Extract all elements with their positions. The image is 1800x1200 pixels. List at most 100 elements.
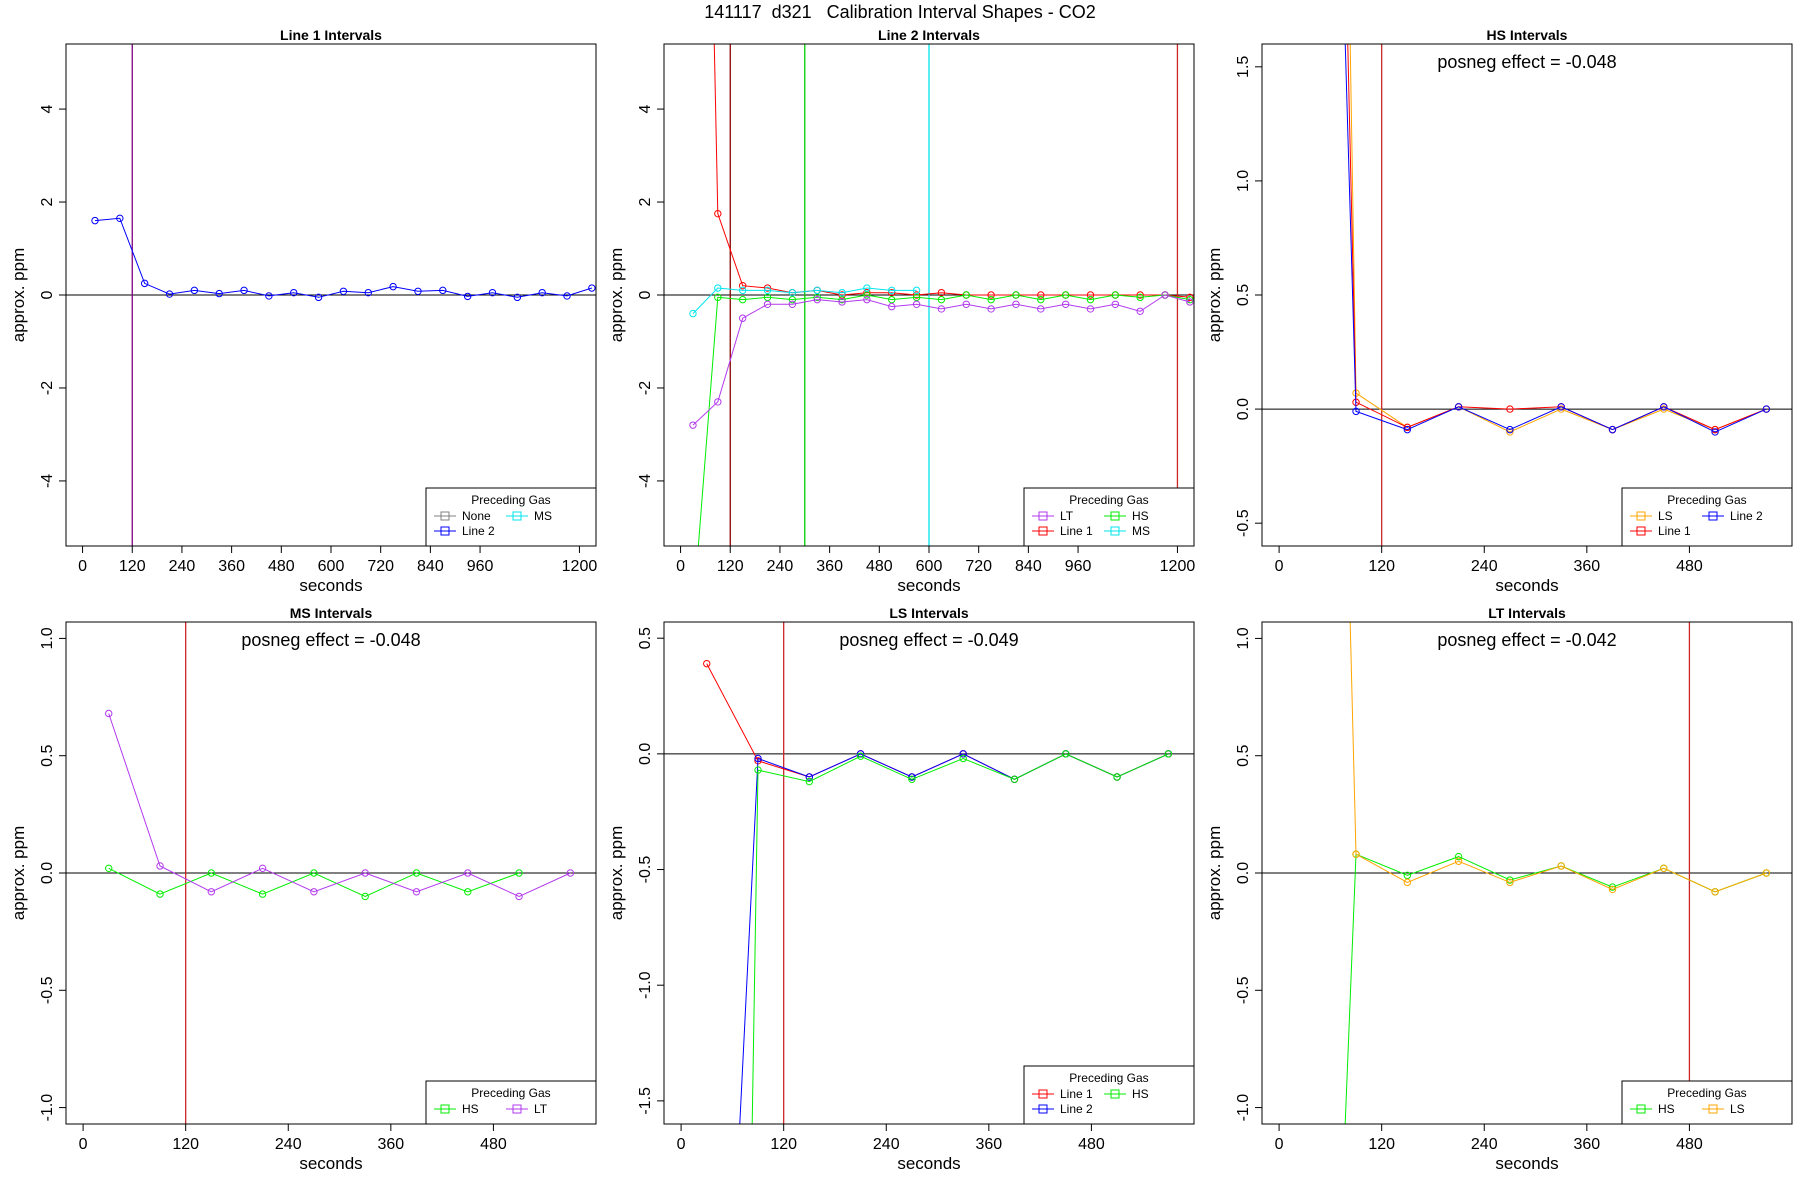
legend-entry-label: Line 1	[1658, 524, 1691, 538]
series-line-lt	[692, 294, 1191, 426]
y-tick-label: 1.5	[1235, 56, 1252, 78]
data-point	[908, 773, 916, 781]
data-point	[738, 286, 747, 295]
data-point	[788, 295, 797, 304]
data-point	[838, 288, 846, 297]
x-tick-label: 240	[169, 558, 196, 575]
data-point	[1186, 295, 1194, 304]
legend-box	[1621, 1080, 1793, 1125]
y-tick-label: -1.0	[1235, 1094, 1252, 1122]
data-point	[1711, 888, 1719, 896]
x-axis-label: seconds	[897, 1154, 960, 1173]
series-line-ms	[692, 287, 917, 314]
legend-entry-label: Line 1	[1060, 1087, 1093, 1101]
data-point	[105, 709, 113, 718]
data-point	[1403, 425, 1412, 434]
data-point	[1061, 291, 1070, 299]
plot-area	[66, 44, 596, 546]
data-point	[1161, 291, 1169, 299]
x-tick-label: 720	[367, 558, 394, 575]
y-tick-label: 1.0	[1235, 627, 1252, 649]
chart-panel-3: HS Intervals posneg effect = -0.048 0 120 24…	[1205, 27, 1793, 595]
data-point	[714, 284, 722, 292]
legend-swatch-marker	[512, 1104, 522, 1114]
y-tick-label: -0.5	[39, 976, 56, 1004]
data-point	[1164, 750, 1173, 758]
annotation-text: posneg effect = -0.048	[1437, 52, 1616, 72]
data-point	[156, 890, 164, 898]
data-point	[788, 300, 797, 308]
data-point	[1557, 862, 1565, 870]
data-point	[310, 888, 318, 896]
data-point	[813, 295, 821, 304]
y-tick-label: -0.5	[637, 856, 654, 884]
series-line-ls	[1349, 622, 1767, 893]
x-tick-label: 960	[1065, 558, 1092, 575]
data-point	[207, 888, 216, 896]
legend-entry-label: MS	[1132, 524, 1150, 538]
legend-title: Preceding Gas	[1667, 1086, 1746, 1100]
x-tick-label: 480	[480, 1136, 507, 1153]
y-axis-label: approx. ppm	[1205, 826, 1224, 921]
data-point	[863, 288, 871, 297]
data-point	[314, 293, 323, 302]
x-axis-label: seconds	[299, 1154, 362, 1173]
data-point	[738, 295, 747, 304]
y-tick-label: -1.0	[39, 1094, 56, 1122]
data-point	[515, 892, 523, 901]
data-point	[361, 892, 369, 901]
legend-entry-label: LS	[1658, 509, 1673, 523]
legend-swatch-marker	[1038, 526, 1048, 536]
x-tick-label: 360	[377, 1136, 404, 1153]
y-tick-label: 0.5	[39, 744, 56, 766]
x-tick-label: 360	[975, 1136, 1002, 1153]
y-tick-label: 0.0	[1235, 398, 1252, 420]
data-point	[959, 754, 967, 763]
data-point	[856, 752, 865, 760]
data-point	[215, 289, 223, 298]
series-line-line-1	[713, 44, 1190, 298]
legend-swatch-marker	[1038, 1104, 1048, 1114]
y-axis-label: approx. ppm	[607, 248, 626, 343]
legend-entry-label: HS	[1132, 1087, 1149, 1101]
data-point	[703, 659, 711, 668]
data-point	[1608, 883, 1617, 891]
data-point	[1557, 403, 1565, 411]
data-point	[464, 869, 472, 877]
x-axis-label: seconds	[299, 576, 362, 595]
data-point	[1037, 295, 1045, 304]
data-point	[412, 888, 421, 896]
data-point	[763, 284, 772, 292]
series-line-line-1	[1347, 44, 1767, 431]
data-point	[714, 209, 722, 218]
data-point	[464, 888, 472, 896]
data-point	[863, 284, 871, 292]
data-point	[538, 288, 546, 297]
data-point	[1062, 750, 1070, 758]
x-tick-label: 120	[770, 1136, 797, 1153]
legend-entry-label: None	[462, 509, 491, 523]
legend-swatch-marker	[1636, 511, 1646, 521]
y-tick-label: -1.0	[637, 971, 654, 999]
data-point	[1352, 407, 1360, 416]
x-tick-label: 360	[1573, 558, 1600, 575]
plot-area	[1262, 622, 1792, 1124]
data-point	[1012, 300, 1020, 308]
data-point	[463, 292, 472, 301]
x-tick-label: 720	[965, 558, 992, 575]
series-line-hs	[697, 294, 1190, 546]
x-tick-label: 120	[717, 558, 744, 575]
y-axis-label: approx. ppm	[9, 826, 28, 921]
y-tick-label: 0.5	[637, 627, 654, 649]
plot-frame	[663, 43, 1195, 547]
data-point	[290, 288, 298, 297]
legend-swatch-marker	[1708, 1104, 1718, 1114]
data-point	[1506, 876, 1514, 884]
data-point	[987, 291, 995, 299]
data-point	[1113, 773, 1121, 781]
data-point	[566, 869, 575, 877]
